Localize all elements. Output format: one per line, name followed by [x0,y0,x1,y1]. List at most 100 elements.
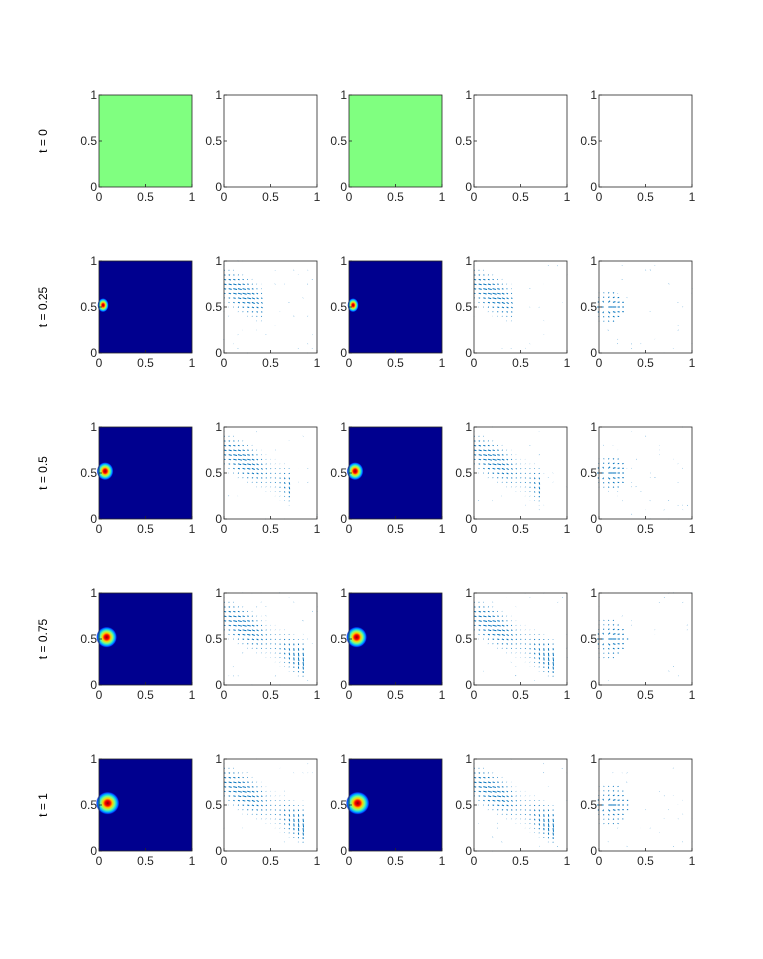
y-tick-label: 0.5 [580,466,597,480]
quiver-arrow [533,809,536,812]
quiver-arrow [607,652,610,654]
field-image [349,95,442,187]
quiver-arrow [478,288,482,290]
quiver-arrow [612,794,615,797]
quiver-arrow [612,311,616,313]
quiver-arrow [607,632,611,635]
y-tick-label: 0.5 [455,300,472,314]
quiver-arrow [256,790,259,793]
quiver-arrow [237,790,243,793]
quiver-arrow [506,809,509,811]
quiver-arrow [487,301,491,304]
quiver-arrow [283,652,286,655]
x-tick-label: 1 [314,522,321,536]
quiver-arrow [237,786,242,789]
quiver-arrow [283,814,286,817]
quiver-arrow [506,458,509,461]
x-tick-label: 0 [96,522,103,536]
quiver-background [224,261,317,353]
quiver-arrow [483,781,487,784]
quiver-arrow [256,799,259,803]
quiver-arrow [233,781,237,784]
y-tick-label: 0 [215,180,222,194]
quiver-arrow [260,804,263,807]
quiver-arrow [260,809,263,811]
quiver-arrow [607,628,610,631]
quiver-arrow [506,804,509,807]
quiver-arrow [483,610,486,613]
x-tick-label: 1 [564,854,571,868]
quiver-arrow [265,809,267,811]
quiver-arrow [237,624,243,627]
quiver-arrow [506,467,509,471]
y-tick-label: 0 [340,844,347,858]
quiver-arrow [247,786,250,788]
quiver-arrow [538,486,541,490]
quiver-arrow [612,809,616,811]
quiver-arrow [233,776,236,779]
quiver-arrow [256,477,259,479]
quiver-arrow [478,624,482,627]
x-tick-label: 0.5 [637,356,654,370]
quiver-arrow [288,652,291,656]
quiver-arrow [501,467,505,470]
quiver-arrow [256,809,259,811]
quiver-arrow [237,297,242,300]
quiver-arrow [242,620,247,622]
quiver-arrow [247,633,251,636]
quiver-arrow [228,620,232,622]
quiver-arrow [251,790,255,793]
quiver-arrow [242,458,247,461]
x-tick-label: 1 [564,356,571,370]
quiver-arrow [515,638,518,641]
panel: 0 0.5 1 0 0.5 1 [205,88,320,204]
x-tick-label: 0.5 [387,356,404,370]
quiver-arrow [520,477,522,479]
panel: 0 0.5 1 0 0.5 1 [580,254,695,370]
panel: 0 0.5 1 0 0.5 1 [205,586,320,702]
quiver-arrow [492,449,495,452]
quiver-arrow [237,292,243,295]
quiver-arrow [256,472,259,475]
quiver-arrow [223,781,227,784]
quiver-arrow [602,466,605,469]
y-tick-label: 0.5 [330,134,347,148]
quiver-background [599,95,692,187]
quiver-arrow [533,818,536,821]
quiver-arrow [607,311,611,314]
y-tick-label: 1 [465,420,472,434]
quiver-arrow [612,799,616,801]
quiver-arrow [233,463,236,465]
quiver-arrow [478,458,482,461]
x-tick-label: 1 [439,190,446,204]
quiver-arrow [260,472,263,475]
x-tick-label: 0.5 [637,854,654,868]
x-tick-label: 0.5 [512,356,529,370]
quiver-arrow [265,800,267,802]
y-tick-label: 0.5 [580,134,597,148]
y-tick-label: 1 [465,752,472,766]
quiver-arrow [510,306,513,309]
quiver-arrow [228,610,232,613]
quiver-arrow [265,634,267,636]
panel: 0 0.5 1 0 0.5 1 [580,420,695,536]
quiver-arrow [483,458,487,461]
quiver-arrow [223,283,227,286]
quiver-arrow [492,454,497,456]
quiver-arrow [233,297,236,299]
y-tick-label: 0.5 [205,632,222,646]
quiver-arrow [515,468,517,470]
quiver-arrow [506,790,509,793]
quiver-arrow [510,467,513,470]
y-tick-label: 1 [340,254,347,268]
x-tick-label: 1 [314,854,321,868]
quiver-arrow [501,799,505,802]
y-tick-label: 0 [215,512,222,526]
panel: 0 0.5 1 0 0.5 1 [580,586,695,702]
x-tick-label: 0.5 [137,190,154,204]
quiver-arrow [265,477,267,479]
quiver-arrow [265,468,267,470]
quiver-arrow [256,467,259,471]
quiver-arrow [260,633,263,636]
y-tick-label: 1 [465,586,472,600]
